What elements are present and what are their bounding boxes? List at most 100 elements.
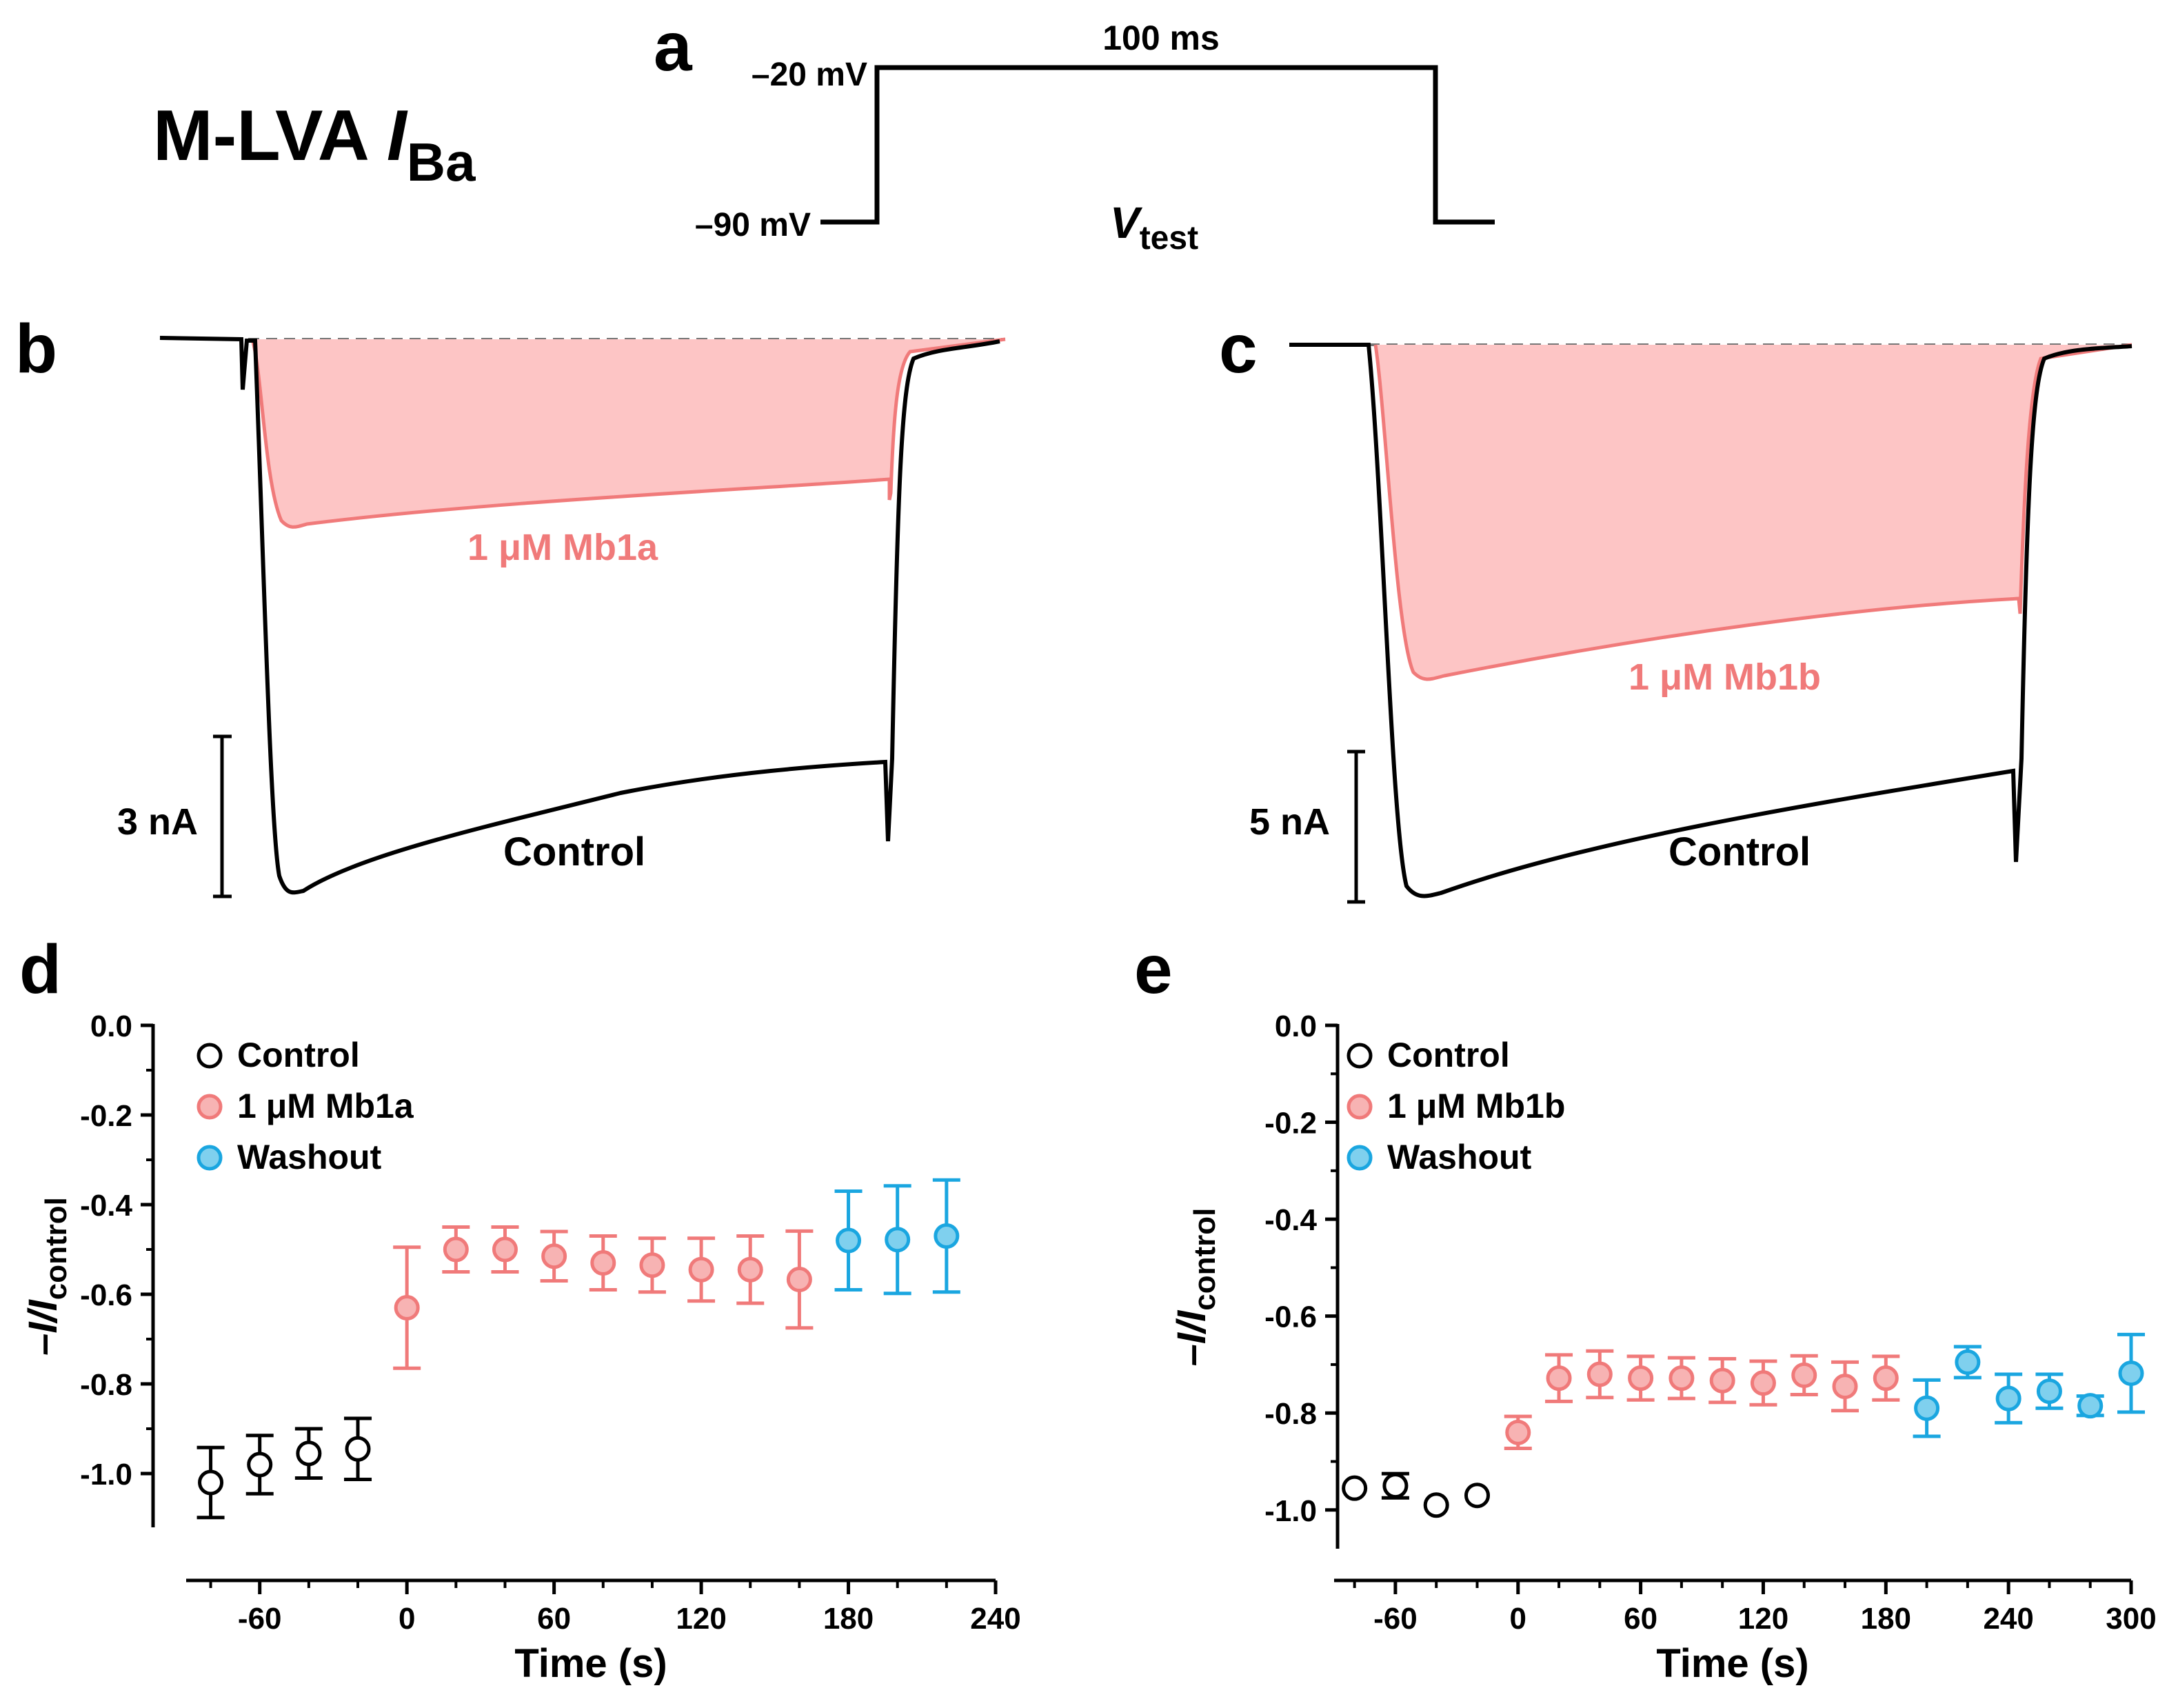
panel-letter-b: b <box>15 310 57 388</box>
control-trace-c <box>1289 343 2132 898</box>
legend-label: Control <box>237 1036 360 1074</box>
data-point <box>492 1236 518 1263</box>
data-point <box>1628 1365 1654 1391</box>
duration-label: 100 ms <box>1102 19 1220 57</box>
x-tick-label: 240 <box>1983 1602 2033 1636</box>
vtest-label: Vtest <box>1110 198 1198 257</box>
legend-label: 1 μM Mb1b <box>1387 1087 1565 1125</box>
y-tick-label: -1.0 <box>1264 1494 1317 1528</box>
y-tick-label: -0.2 <box>1264 1107 1317 1141</box>
data-point <box>1382 1473 1409 1499</box>
y-axis-title-main: –I/I <box>1169 1309 1214 1366</box>
panel-letter-c: c <box>1219 310 1258 388</box>
data-point <box>1832 1374 1858 1400</box>
y-axis-title-sub: control <box>1188 1208 1222 1311</box>
chart-e: 0.0 -0.2 -0.4 -0.6 -0.8 -1.0 -60 0 60 120 180 240 30… <box>1169 1009 2157 1686</box>
drug-trace-fill-c <box>1375 345 2132 679</box>
x-tick-label: 60 <box>537 1602 571 1636</box>
data-point <box>1955 1349 1981 1375</box>
legend-label: Washout <box>237 1138 382 1176</box>
x-tick-label: 240 <box>970 1602 1020 1636</box>
voltage-low-label: –90 mV <box>695 207 811 243</box>
main-title-prefix: M-LVA <box>153 96 387 176</box>
x-tick-label: -60 <box>238 1602 282 1636</box>
data-point <box>443 1236 469 1263</box>
panel-letter-a: a <box>654 8 693 86</box>
x-tick-label: -60 <box>1373 1602 1418 1636</box>
y-tick-label: -1.0 <box>80 1458 132 1491</box>
legend-marker <box>1347 1043 1373 1069</box>
data-point <box>394 1295 420 1320</box>
legend-marker <box>1347 1094 1373 1120</box>
data-point <box>836 1227 862 1254</box>
data-point <box>786 1267 812 1293</box>
main-title: M-LVA IBa <box>153 96 476 192</box>
scale-label-c: 5 nA <box>1249 801 1330 843</box>
legend-label: Control <box>1387 1036 1510 1074</box>
data-point <box>296 1440 322 1467</box>
y-axis-title-main: –I/I <box>21 1298 65 1355</box>
control-trace-b <box>159 336 1000 895</box>
legend-marker <box>1347 1145 1373 1171</box>
data-point <box>345 1436 371 1462</box>
data-point <box>1995 1385 2021 1411</box>
data-point <box>1423 1492 1449 1518</box>
control-label-c: Control <box>1668 830 1811 874</box>
data-point <box>639 1252 665 1278</box>
x-tick-label: 60 <box>1624 1602 1657 1636</box>
scale-label-b: 3 nA <box>117 801 198 843</box>
y-tick-label: -0.8 <box>1264 1397 1317 1431</box>
vtest-subscript: test <box>1140 220 1198 257</box>
drug-label-c: 1 μM Mb1b <box>1629 656 1821 698</box>
main-title-subscript: Ba <box>407 132 476 192</box>
data-point <box>885 1227 911 1253</box>
y-tick-label: 0.0 <box>1275 1009 1317 1043</box>
x-tick-label: 180 <box>1861 1602 1911 1636</box>
y-tick-label: -0.4 <box>80 1189 132 1223</box>
x-tick-label: 120 <box>1738 1602 1788 1636</box>
data-point <box>590 1250 616 1276</box>
drug-trace-fill-b <box>252 339 1005 528</box>
voltage-high-label: –20 mV <box>752 57 867 93</box>
legend-marker <box>196 1145 223 1171</box>
main-title-italic: I <box>387 96 408 176</box>
data-point <box>1505 1419 1531 1445</box>
legend-marker <box>196 1043 223 1069</box>
data-point <box>541 1243 567 1269</box>
y-tick-label: -0.8 <box>80 1368 132 1402</box>
data-point <box>247 1451 273 1478</box>
panel-letter-d: d <box>19 931 61 1008</box>
y-axis-title: –I/Icontrol <box>21 1197 73 1356</box>
x-tick-label: 300 <box>2106 1602 2156 1636</box>
drug-trace-c <box>1373 343 2132 681</box>
data-point <box>1709 1367 1735 1394</box>
data-point <box>1546 1365 1572 1391</box>
legend-label: Washout <box>1387 1138 1532 1176</box>
data-point <box>198 1469 224 1496</box>
voltage-protocol-trace <box>820 65 1495 225</box>
data-point <box>1668 1365 1695 1391</box>
x-axis-title: Time (s) <box>514 1641 667 1686</box>
legend-marker <box>196 1094 223 1120</box>
y-tick-label: 0.0 <box>90 1009 132 1043</box>
data-point <box>2077 1393 2104 1419</box>
x-tick-label: 0 <box>399 1602 415 1636</box>
x-axis-title: Time (s) <box>1656 1641 1808 1686</box>
panel-letter-e: e <box>1134 931 1173 1008</box>
data-point <box>2036 1378 2062 1405</box>
data-point <box>1586 1361 1613 1387</box>
x-tick-label: 120 <box>676 1602 726 1636</box>
drug-trace-b <box>250 337 1006 529</box>
drug-label-b: 1 μM Mb1a <box>467 527 658 568</box>
data-point <box>1342 1475 1368 1501</box>
data-point <box>1750 1370 1776 1396</box>
data-point <box>1791 1362 1817 1388</box>
data-point <box>1873 1365 1899 1391</box>
data-point <box>934 1223 960 1249</box>
data-point <box>2118 1360 2144 1387</box>
y-axis-title-sub: control <box>39 1197 73 1300</box>
y-tick-label: -0.6 <box>80 1278 132 1312</box>
data-point <box>737 1256 763 1283</box>
chart-d: 0.0 -0.2 -0.4 -0.6 -0.8 -1.0 -60 0 60 120 180 240 Ti… <box>21 1009 1021 1686</box>
